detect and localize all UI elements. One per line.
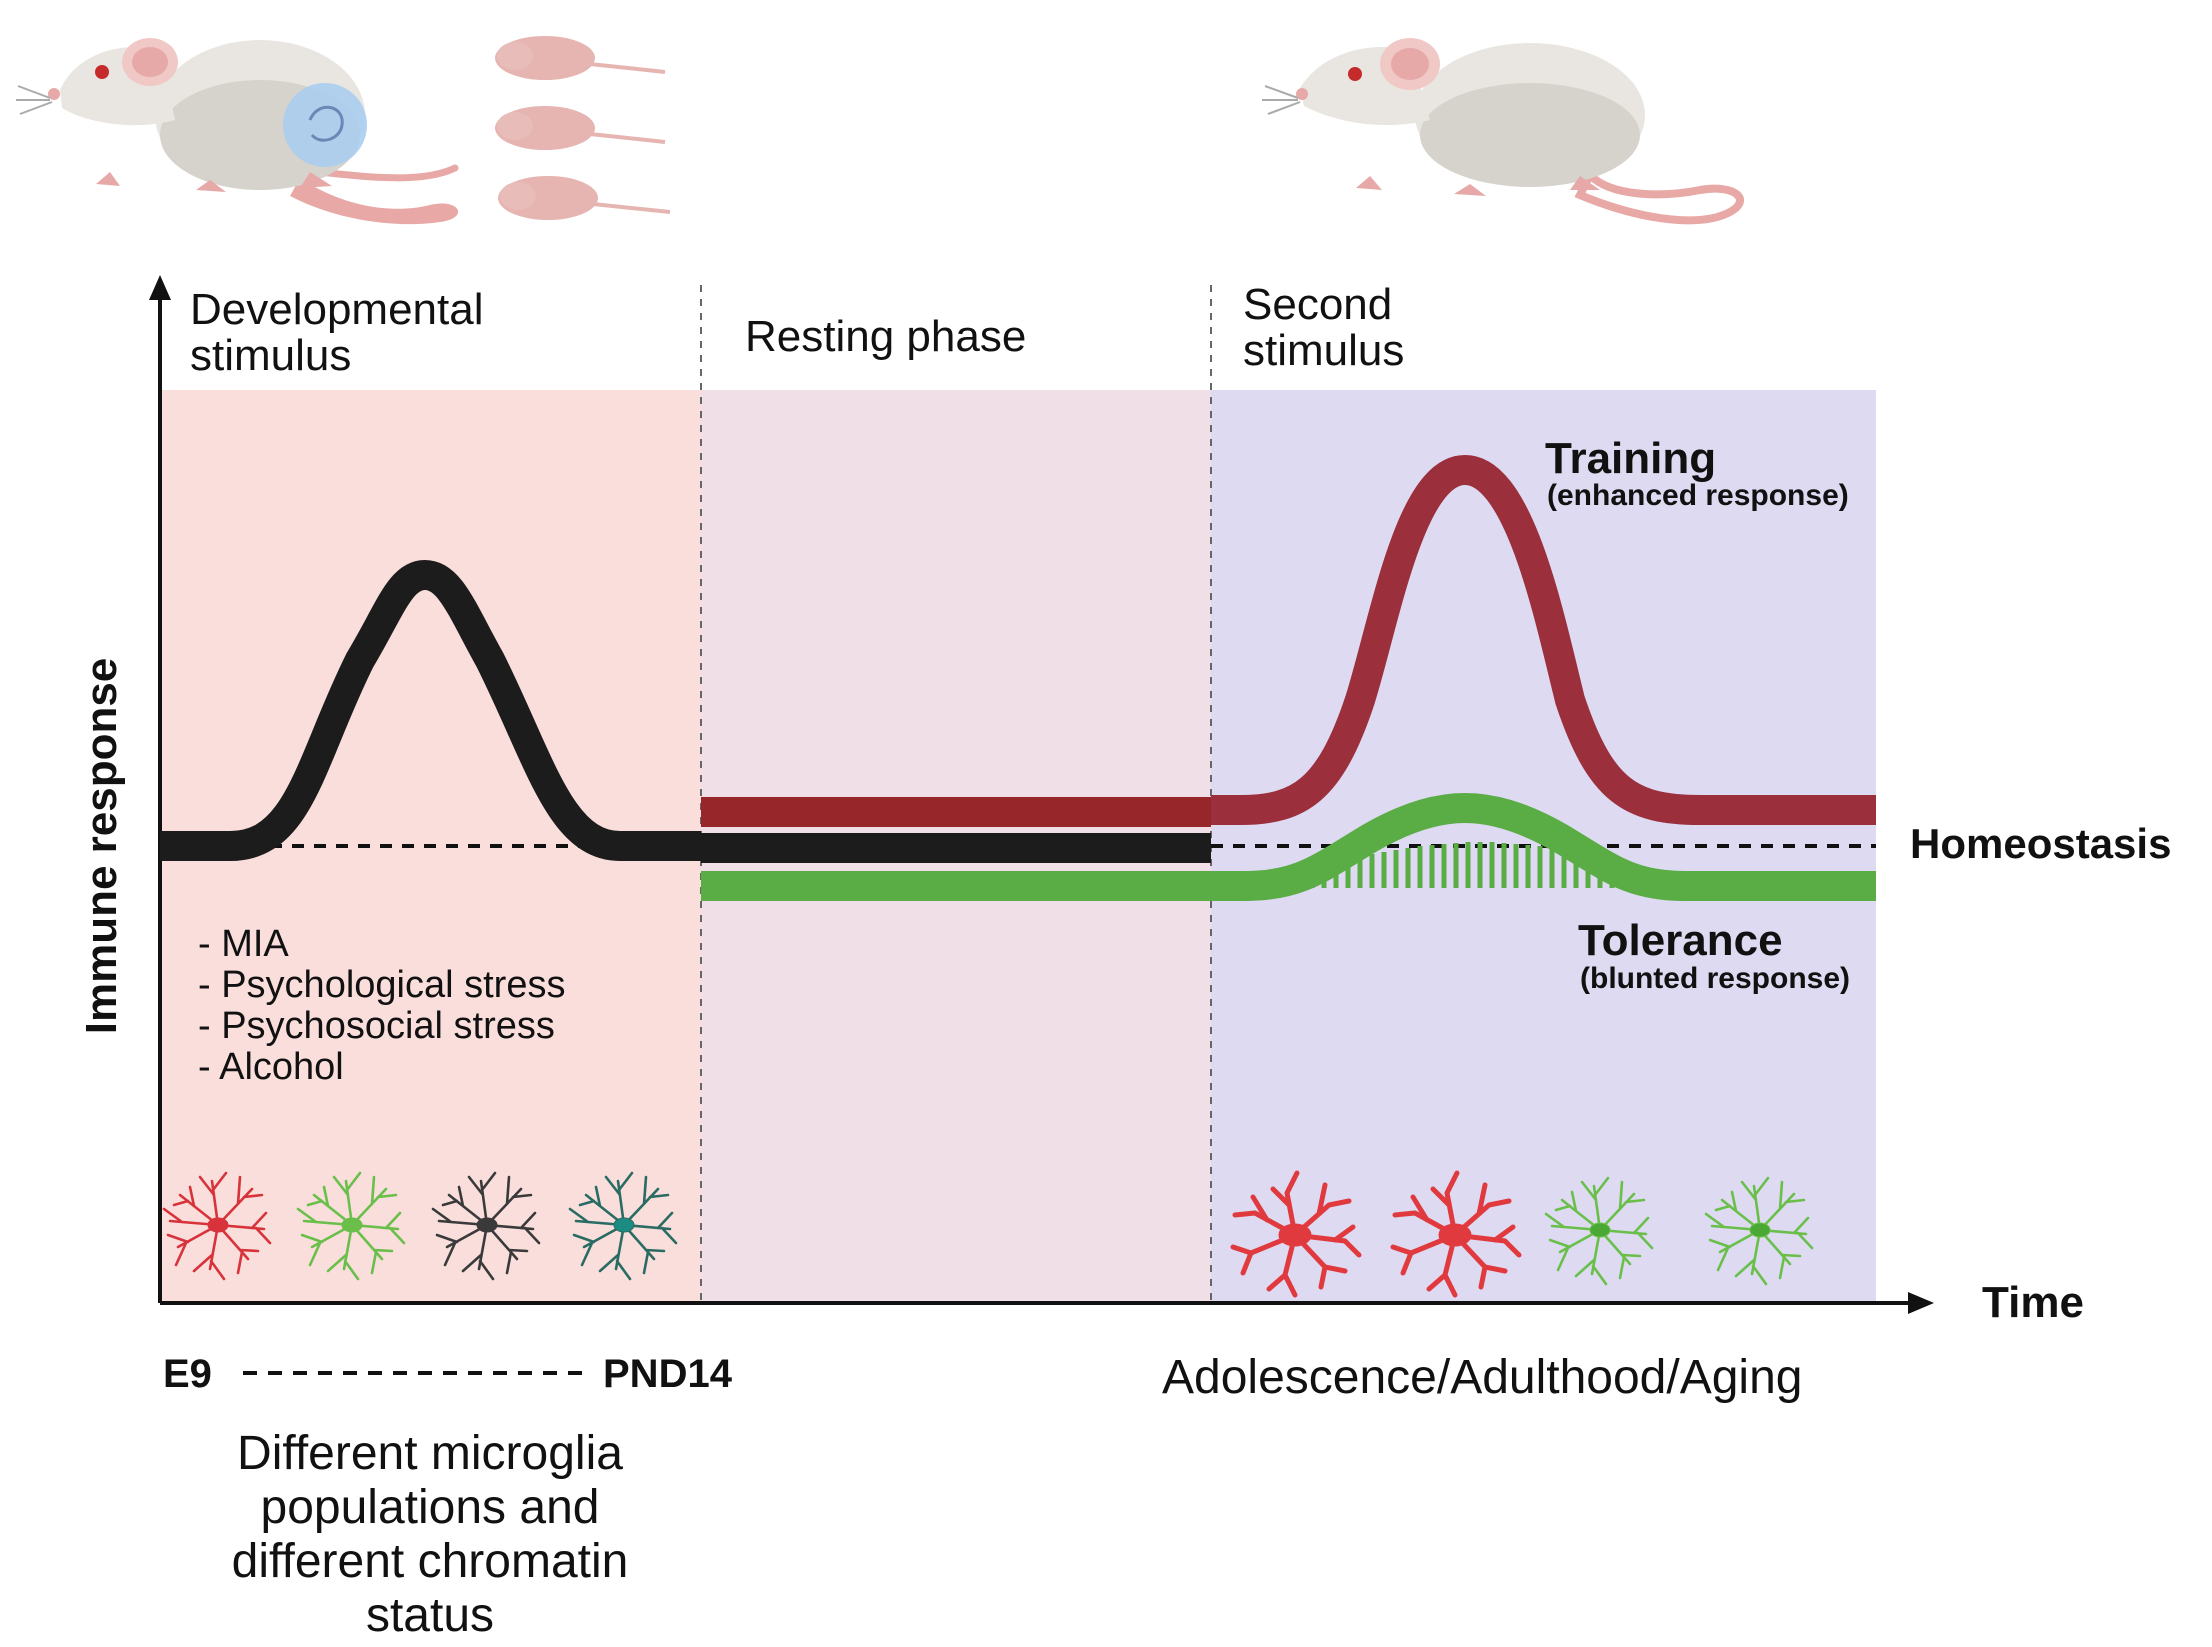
training-sublabel: (enhanced response) (1547, 479, 1849, 512)
developmental-title-line1: Developmental (190, 285, 484, 334)
homeostasis-label: Homeostasis (1910, 820, 2171, 867)
tolerance-label: Tolerance (1578, 916, 1783, 965)
y-axis-label: Immune response (77, 658, 126, 1035)
developmental-response-curve (160, 560, 701, 861)
x-axis-label: Time (1982, 1278, 2084, 1327)
later-life-label: Adolescence/Adulthood/Aging (1162, 1351, 1802, 1404)
training-curve (1211, 455, 1876, 825)
caption-line4: status (366, 1589, 494, 1642)
second-stimulus-title-line2: stimulus (1243, 326, 1404, 375)
training-label: Training (1545, 434, 1716, 483)
caption-line2: populations and (261, 1481, 600, 1534)
caption-line3: different chromatin (232, 1535, 629, 1588)
adult-mouse-icon (1262, 38, 1744, 225)
resting-phase-title: Resting phase (745, 312, 1026, 361)
caption-line1: Different microglia (237, 1427, 623, 1480)
tolerance-curve (1211, 793, 1876, 901)
stimulus-item-psychological-stress: - Psychological stress (198, 964, 565, 1006)
x-axis (160, 1292, 1934, 1314)
timeline-end-label: PND14 (603, 1352, 733, 1396)
stimulus-item-psychosocial-stress: - Psychosocial stress (198, 1005, 555, 1047)
tolerance-sublabel: (blunted response) (1580, 962, 1850, 995)
pup-icon (495, 36, 671, 220)
second-stimulus-title-line1: Second (1243, 280, 1392, 329)
developmental-title-line2: stimulus (190, 331, 351, 380)
stimulus-item-alcohol: - Alcohol (198, 1046, 344, 1088)
y-axis (149, 275, 171, 1303)
pregnant-mouse-icon (16, 38, 459, 225)
timeline-start-label: E9 (163, 1352, 212, 1396)
stimulus-item-mia: - MIA (198, 923, 289, 965)
